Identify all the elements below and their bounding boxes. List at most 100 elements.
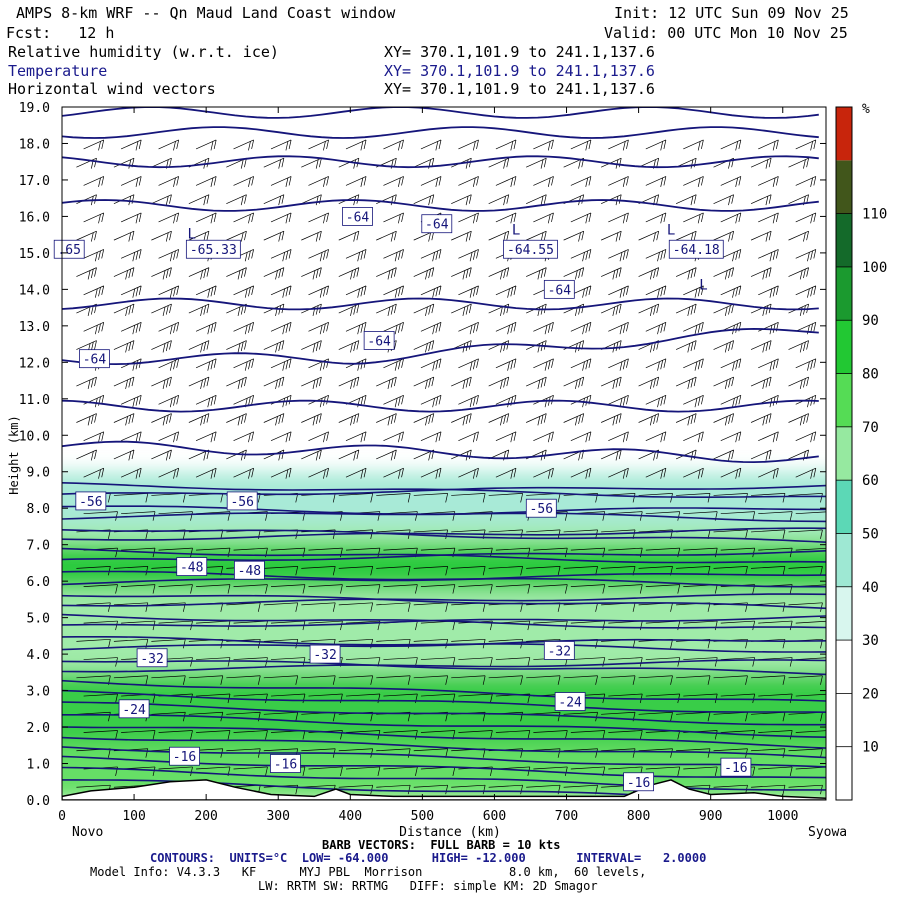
wind-barb: [83, 139, 104, 150]
wind-barb: [458, 547, 493, 551]
wind-barb-flag: [547, 214, 551, 224]
wind-barb-flag: [670, 675, 673, 685]
wind-barb-flag: [190, 584, 193, 594]
wind-barb-flag: [543, 449, 547, 460]
wind-barb: [420, 285, 442, 296]
wind-barb: [420, 176, 442, 186]
wind-barb-flag: [506, 267, 510, 277]
wind-barb: [151, 413, 172, 423]
wind-barb-flag: [101, 395, 105, 405]
temperature-contour: [62, 714, 826, 738]
wind-barb-flag: [94, 340, 97, 350]
wind-barb-flag: [398, 433, 401, 443]
wind-barb-flag: [302, 766, 306, 777]
wind-barb-flag: [390, 378, 394, 388]
colorbar-frame: [835, 106, 853, 801]
wind-barb: [151, 376, 172, 387]
wind-barb: [713, 449, 734, 460]
wind-barb: [676, 675, 711, 679]
wind-barb-flag: [135, 287, 139, 297]
wind-barb-flag: [728, 268, 731, 279]
xy-range-1: XY= 370.1,101.9 to 241.1,137.6: [384, 43, 655, 61]
wind-barb-flag: [182, 712, 186, 722]
wind-barb-flag: [619, 288, 623, 298]
wind-barb-flag: [472, 433, 476, 443]
wind-barb-flag: [769, 361, 773, 371]
wind-barb-flag: [213, 395, 217, 405]
wind-barb: [608, 394, 629, 405]
wind-barb-flag: [115, 693, 118, 704]
wind-barb: [720, 358, 742, 369]
wind-barb-flag: [520, 675, 523, 685]
wind-barb-flag: [657, 252, 660, 262]
colorbar-label: 70: [862, 420, 879, 436]
wind-barb: [413, 602, 448, 606]
wind-barb-flag: [693, 194, 697, 204]
wind-barb: [570, 431, 592, 442]
wind-barb-flag: [476, 212, 479, 222]
colorbar-label: 100: [862, 260, 887, 276]
wind-barb-flag: [398, 360, 401, 370]
wind-barb-flag: [693, 304, 697, 314]
wind-barb-flag: [390, 268, 394, 279]
wind-barb-flag: [370, 493, 374, 503]
wind-barb-flag: [738, 468, 742, 478]
wind-barb-flag: [131, 340, 135, 350]
wind-barb-flag: [251, 395, 254, 405]
wind-barb: [120, 212, 142, 223]
wind-barb-flag: [288, 431, 292, 441]
wind-barb: [750, 230, 772, 241]
wind-barb-flag: [415, 730, 418, 740]
wind-barb: [720, 249, 742, 259]
wind-barb-flag: [319, 158, 322, 168]
wind-barb-flag: [513, 212, 517, 222]
wind-barb-flag: [653, 268, 656, 279]
wind-barb-flag: [527, 766, 531, 777]
y-tick-label: 10.0: [19, 429, 50, 444]
wind-barb-flag: [169, 231, 172, 241]
wind-barb: [533, 584, 568, 587]
wind-barb-flag: [701, 431, 704, 441]
temperature-label-box: [226, 491, 258, 511]
wind-barb-flag: [125, 416, 128, 426]
wind-barb-flag: [772, 360, 776, 370]
wind-barb: [788, 748, 823, 752]
wind-barb: [413, 675, 448, 679]
wind-barb-flag: [806, 158, 809, 168]
wind-barb-flag: [240, 196, 244, 206]
wind-barb-flag: [810, 141, 813, 151]
wind-barb-flag: [200, 416, 203, 426]
wind-barb: [270, 322, 292, 332]
wind-barb: [76, 376, 97, 387]
wind-barb: [608, 322, 629, 332]
wind-barb: [420, 547, 455, 551]
wind-barb-flag: [468, 340, 472, 350]
wind-barb-flag: [428, 305, 431, 315]
wind-barb-flag: [207, 361, 211, 371]
wind-barb-flag: [544, 361, 548, 371]
wind-barb-flag: [435, 360, 439, 370]
wind-barb-flag: [820, 712, 823, 722]
wind-barb: [683, 657, 718, 660]
wind-barb-flag: [285, 287, 289, 297]
wind-barb-flag: [687, 306, 691, 317]
wind-barb-flag: [735, 141, 739, 151]
wind-barb: [83, 657, 118, 660]
wind-barb-flag: [738, 285, 742, 295]
wind-barb: [226, 602, 261, 606]
temperature-contour: [62, 482, 826, 498]
wind-barb: [376, 376, 397, 387]
wind-barb: [533, 766, 568, 770]
xy-range-2: XY= 370.1,101.9 to 241.1,137.6: [384, 62, 655, 80]
wind-barb-flag: [282, 398, 286, 408]
wind-barb-flag: [432, 288, 435, 298]
wind-barb: [76, 267, 97, 277]
wind-barb-flag: [657, 398, 660, 408]
temperature-label-box: [118, 699, 150, 719]
wind-barb: [488, 566, 523, 569]
wind-barb: [495, 212, 517, 223]
wind-barb-flag: [244, 413, 247, 423]
wind-barb: [645, 176, 667, 186]
wind-barb-flag: [326, 176, 329, 186]
wind-barb-flag: [319, 398, 323, 408]
